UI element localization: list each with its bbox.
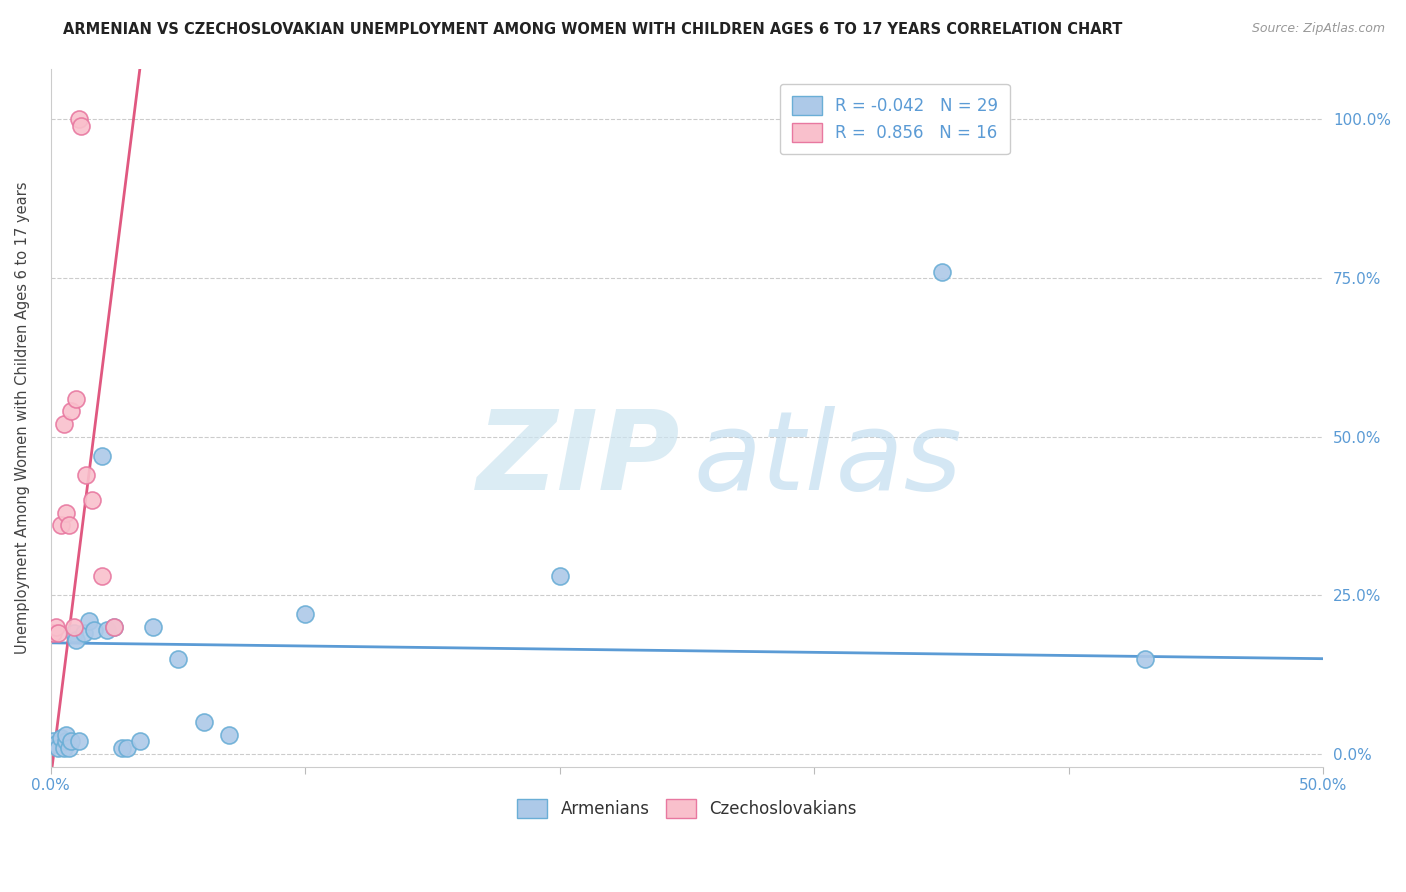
Point: [58, 518, 80, 533]
Point: [55, 506, 77, 520]
Point: [49, 518, 72, 533]
Point: [115, 740, 138, 755]
Point: [49, 731, 72, 745]
Point: [55, 728, 77, 742]
Point: [931, 264, 953, 278]
Point: [70, 119, 93, 133]
Point: [58, 740, 80, 755]
Point: [73, 626, 96, 640]
Point: [75, 467, 97, 482]
Point: [103, 620, 125, 634]
Point: [1133, 651, 1156, 665]
Point: [129, 734, 152, 748]
Point: [45, 620, 67, 634]
Point: [42, 626, 65, 640]
Point: [548, 569, 571, 583]
Point: [42, 734, 65, 748]
Point: [103, 620, 125, 634]
Point: [65, 632, 87, 647]
Point: [218, 728, 240, 742]
Point: [167, 651, 190, 665]
Text: Source: ZipAtlas.com: Source: ZipAtlas.com: [1251, 22, 1385, 36]
Point: [60, 404, 83, 418]
Point: [67, 112, 90, 127]
Point: [60, 734, 83, 748]
Y-axis label: Unemployment Among Women with Children Ages 6 to 17 years: Unemployment Among Women with Children A…: [15, 181, 30, 654]
Point: [90, 449, 112, 463]
Point: [142, 620, 165, 634]
Legend: Armenians, Czechoslovakians: Armenians, Czechoslovakians: [510, 792, 863, 824]
Point: [45, 737, 67, 751]
Point: [65, 392, 87, 406]
Point: [52, 740, 75, 755]
Point: [48, 626, 70, 640]
Point: [80, 493, 103, 508]
Point: [52, 417, 75, 431]
Point: [67, 734, 90, 748]
Point: [193, 715, 215, 730]
Point: [62, 620, 84, 634]
Point: [55, 734, 77, 748]
Point: [294, 607, 316, 622]
Text: ZIP: ZIP: [477, 406, 681, 513]
Point: [77, 614, 100, 628]
Point: [111, 740, 134, 755]
Point: [90, 569, 112, 583]
Point: [96, 623, 118, 637]
Point: [48, 740, 70, 755]
Text: atlas: atlas: [693, 406, 962, 513]
Point: [83, 623, 105, 637]
Point: [62, 626, 84, 640]
Text: ARMENIAN VS CZECHOSLOVAKIAN UNEMPLOYMENT AMONG WOMEN WITH CHILDREN AGES 6 TO 17 : ARMENIAN VS CZECHOSLOVAKIAN UNEMPLOYMENT…: [63, 22, 1122, 37]
